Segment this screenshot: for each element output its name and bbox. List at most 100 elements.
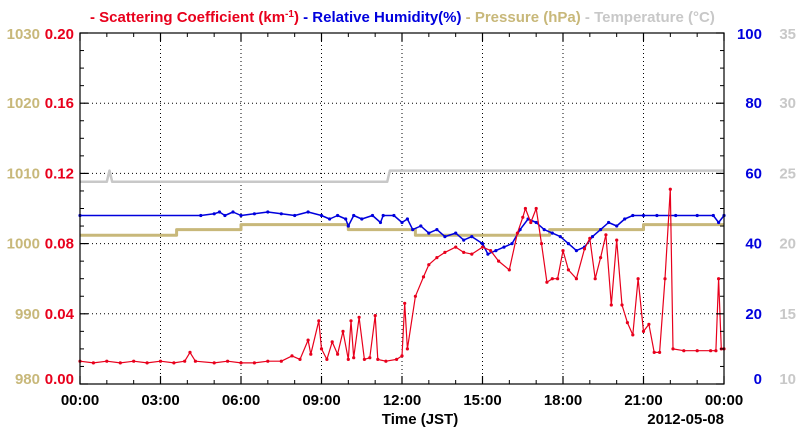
scattering-point xyxy=(357,315,361,319)
humidity-tick-label: 100 xyxy=(737,26,762,43)
grid xyxy=(80,33,724,384)
scattering-point xyxy=(336,352,340,356)
humidity-point xyxy=(344,217,348,221)
scattering-point xyxy=(330,340,334,344)
scattering-point xyxy=(641,329,646,333)
legend-temperature: - Temperature (°C) xyxy=(585,9,715,26)
scattering-point xyxy=(172,361,176,365)
scattering-point xyxy=(435,256,439,260)
scattering-point xyxy=(319,347,324,351)
temperature-tick-label: 20 xyxy=(779,236,796,253)
humidity-tick-label: 80 xyxy=(745,95,762,112)
scattering-point xyxy=(529,220,533,225)
scattering-point xyxy=(145,361,149,365)
x-tick-label: 21:00 xyxy=(624,392,662,409)
humidity-point xyxy=(623,217,627,221)
pressure-tick-label: 1020 xyxy=(7,95,40,112)
humidity-point xyxy=(427,231,431,235)
date-label: 2012-05-08 xyxy=(647,411,724,428)
humidity-point xyxy=(695,213,699,218)
humidity-point xyxy=(711,213,715,218)
pressure-series xyxy=(80,223,724,237)
scattering-point xyxy=(556,277,560,281)
scattering-point xyxy=(545,280,549,284)
scattering-point xyxy=(539,242,544,246)
humidity-point xyxy=(674,213,678,218)
humidity-point xyxy=(590,235,595,239)
humidity-point xyxy=(306,210,310,214)
humidity-point xyxy=(223,213,227,218)
scattering-tick-label: 0.12 xyxy=(45,165,74,182)
scattering-point xyxy=(193,359,197,363)
humidity-point xyxy=(574,249,579,253)
humidity-point xyxy=(360,217,364,221)
scattering-point xyxy=(470,252,474,256)
scattering-point xyxy=(658,350,662,354)
x-tick-label: 18:00 xyxy=(544,392,582,409)
scattering-point xyxy=(405,347,409,351)
scattering-point xyxy=(550,277,554,281)
humidity-point xyxy=(293,213,297,218)
legend-scattering-tail: ) xyxy=(294,9,299,26)
scattering-point xyxy=(325,357,329,361)
scattering-point xyxy=(668,187,672,191)
scattering-point xyxy=(682,349,686,353)
x-tick-label: 06:00 xyxy=(222,392,260,409)
scattering-series xyxy=(78,187,726,365)
scattering-point xyxy=(352,356,356,360)
scattering-point xyxy=(695,349,699,353)
scattering-point xyxy=(647,322,651,326)
scattering-tick-label: 0.04 xyxy=(45,306,75,323)
humidity-point xyxy=(480,242,485,246)
humidity-point xyxy=(199,213,203,218)
scattering-point xyxy=(309,352,313,356)
scattering-point xyxy=(462,250,466,254)
humidity-point xyxy=(279,212,283,216)
humidity-point xyxy=(631,213,635,218)
scattering-point xyxy=(118,361,122,365)
scattering-point xyxy=(91,361,95,365)
legend-temperature-dash: - xyxy=(585,9,594,26)
legend-scattering-label: Scattering Coefficient (km xyxy=(99,9,285,26)
scattering-point xyxy=(593,277,597,281)
humidity-point xyxy=(212,212,216,216)
humidity-point xyxy=(607,220,611,225)
scattering-point xyxy=(158,359,163,363)
legend-pressure: - Pressure (hPa) xyxy=(466,9,581,26)
scattering-point xyxy=(376,357,380,361)
scattering-point xyxy=(212,361,216,365)
scattering-point xyxy=(599,256,603,260)
scattering-point xyxy=(403,301,407,305)
humidity-point xyxy=(454,231,458,235)
scattering-point xyxy=(588,236,592,240)
humidity-point xyxy=(217,210,222,214)
scattering-point xyxy=(188,350,192,354)
humidity-tick-label: 20 xyxy=(745,306,762,323)
scattering-tick-label: 0.00 xyxy=(45,371,74,388)
scattering-point xyxy=(574,277,579,281)
humidity-point xyxy=(615,224,619,228)
x-tick-label: 09:00 xyxy=(302,392,340,409)
x-tick-label: 12:00 xyxy=(383,392,421,409)
legend-scattering-dash: - xyxy=(90,9,99,26)
scattering-point xyxy=(349,319,353,323)
legend-temperature-label: Temperature (°C) xyxy=(594,9,715,26)
scattering-point xyxy=(306,338,310,342)
series-layer xyxy=(78,169,726,365)
scattering-point xyxy=(183,359,187,363)
scattering-point xyxy=(609,303,613,307)
humidity-point xyxy=(411,228,415,232)
humidity-point xyxy=(392,213,396,218)
scattering-point xyxy=(373,314,377,318)
scattering-point xyxy=(346,357,350,361)
scattering-tick-label: 0.20 xyxy=(45,26,74,43)
legend: - Scattering Coefficient (km-1) - Relati… xyxy=(90,9,715,27)
humidity-point xyxy=(655,213,659,218)
scattering-point xyxy=(652,350,656,354)
scattering-point xyxy=(615,238,619,242)
scattering-point xyxy=(534,206,538,211)
x-tick-label: 00:00 xyxy=(61,392,99,409)
scattering-point xyxy=(709,349,713,353)
humidity-point xyxy=(435,228,439,232)
temperature-tick-label: 25 xyxy=(779,165,796,182)
